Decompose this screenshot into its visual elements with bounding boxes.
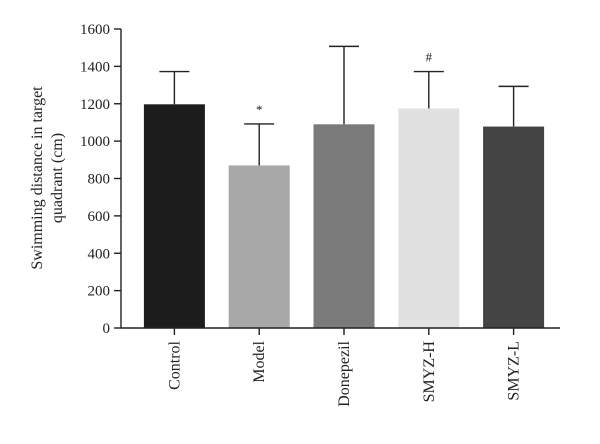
y-tick-label-1600: 1600 [80, 22, 110, 38]
bar-model [228, 165, 290, 328]
y-axis-label-line-2: quadrant (cm) [49, 133, 66, 223]
y-axis-ticks: 0 200 400 600 800 1000 1200 1400 1600 [80, 22, 121, 337]
y-tick-label-400: 400 [88, 246, 111, 262]
annotation-model: * [256, 102, 263, 117]
y-tick-label-1400: 1400 [80, 59, 110, 75]
y-tick-label-800: 800 [88, 172, 111, 188]
y-tick-label-200: 200 [88, 284, 111, 300]
y-axis-label-line-1: Swimming distance in target [29, 86, 46, 270]
x-label-donepezil: Donepezil [336, 340, 353, 406]
y-axis-label: Swimming distance in target quadrant (cm… [29, 86, 66, 270]
bars [143, 104, 545, 329]
bar-smyz-l [483, 126, 545, 328]
bar-smyz-h [398, 108, 460, 328]
error-bars [159, 45, 529, 166]
bar-control [143, 104, 205, 328]
x-label-smyz-l: SMYZ-L [506, 341, 523, 401]
x-label-model: Model [251, 340, 268, 382]
y-tick-label-1200: 1200 [80, 97, 110, 113]
bar-donepezil [313, 124, 375, 329]
x-axis-labels: Control Model Donepezil SMYZ-H SMYZ-L [166, 328, 523, 407]
y-tick-label-0: 0 [103, 321, 111, 337]
annotation-smyz-h: # [426, 50, 433, 65]
x-label-control: Control [166, 340, 183, 389]
y-tick-label-600: 600 [88, 209, 111, 225]
significance-markers: *# [256, 50, 433, 117]
x-label-smyz-h: SMYZ-H [421, 341, 438, 403]
y-tick-label-1000: 1000 [80, 134, 110, 150]
